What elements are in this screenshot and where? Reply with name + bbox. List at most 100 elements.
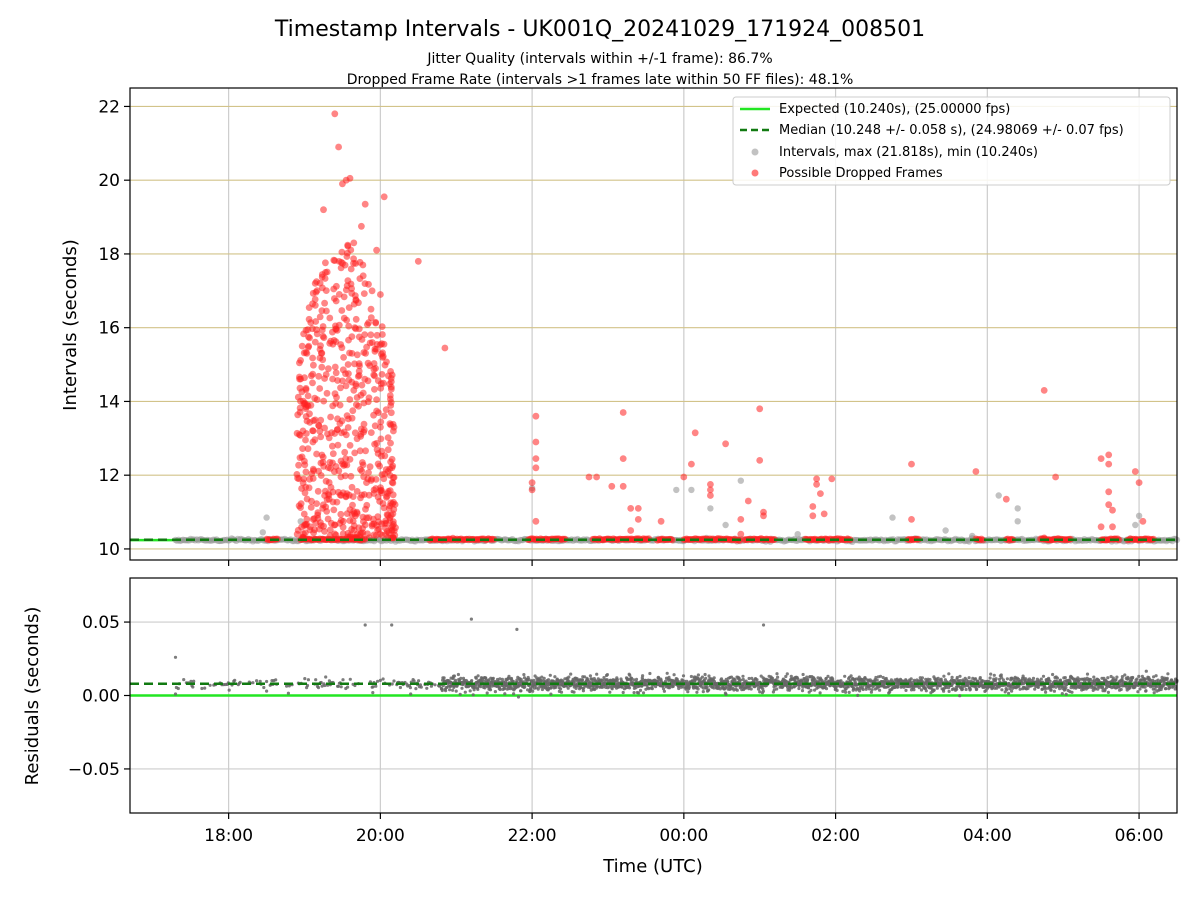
dropped-frame-point xyxy=(305,342,313,350)
dropped-frame-point xyxy=(371,345,379,353)
residual-point xyxy=(600,678,604,683)
dropped-frame-point xyxy=(329,402,337,410)
residual-point xyxy=(238,680,242,685)
dropped-frame-point xyxy=(385,372,392,380)
residual-point xyxy=(1115,675,1119,679)
dropped-frame-point xyxy=(1109,523,1116,531)
dropped-frame-point xyxy=(311,394,319,402)
residual-point xyxy=(1041,674,1046,678)
legend-expected-label: Expected (10.240s), (25.00000 fps) xyxy=(779,102,1010,117)
residual-point xyxy=(1152,675,1156,679)
residual-point xyxy=(1063,676,1067,680)
residual-point xyxy=(1058,687,1062,691)
dropped-frame-point xyxy=(321,299,328,307)
residual-point xyxy=(320,684,324,688)
residual-point xyxy=(191,685,195,689)
dropped-frame-point xyxy=(341,448,349,456)
residual-point xyxy=(967,676,971,680)
dropped-frame-point xyxy=(376,498,383,505)
residual-point xyxy=(664,679,668,683)
dropped-frame-point xyxy=(378,371,386,378)
dropped-frame-point xyxy=(345,370,352,378)
dropped-frame-point xyxy=(323,307,330,315)
residual-point xyxy=(672,673,676,677)
residual-point xyxy=(668,686,672,690)
residual-point xyxy=(665,671,669,675)
residual-point xyxy=(303,677,307,681)
dropped-frame-point xyxy=(744,497,752,505)
residual-point xyxy=(947,689,951,694)
residual-point xyxy=(274,678,278,682)
residual-point xyxy=(1106,676,1110,680)
residual-point xyxy=(843,674,847,678)
dropped-frame-point xyxy=(387,395,394,403)
dropped-frame-point xyxy=(337,473,345,481)
residual-point xyxy=(1144,669,1148,673)
residual-point xyxy=(755,678,759,682)
residual-point xyxy=(381,677,385,681)
dropped-frame-point xyxy=(317,416,325,424)
dropped-frame-point xyxy=(302,483,310,491)
residual-point xyxy=(695,690,699,694)
residual-point xyxy=(323,683,327,688)
dropped-frame-point xyxy=(377,423,384,431)
dropped-frame-point xyxy=(355,360,363,367)
dropped-frame-point xyxy=(365,491,373,499)
residual-point xyxy=(797,686,801,691)
residual-point xyxy=(200,686,204,691)
residual-point xyxy=(826,674,830,679)
dropped-frame-point xyxy=(344,242,352,250)
dropped-frame-point xyxy=(316,313,324,321)
residual-point xyxy=(1088,677,1093,682)
dropped-frame-point xyxy=(309,370,317,378)
interval-point xyxy=(942,527,949,534)
interval-point xyxy=(673,486,680,494)
residual-point xyxy=(626,677,630,682)
residual-point xyxy=(861,684,865,688)
dropped-frame-point xyxy=(349,493,357,500)
residual-point xyxy=(444,689,448,693)
dropped-frame-point xyxy=(373,331,381,339)
residual-point xyxy=(841,689,845,694)
x-tick-label: 02:00 xyxy=(811,826,860,846)
residual-point xyxy=(542,676,546,680)
dropped-frame-point xyxy=(334,441,342,449)
dropped-frame-point xyxy=(634,505,642,512)
residual-point xyxy=(1154,685,1158,689)
dropped-frame-point xyxy=(320,206,327,214)
residual-point xyxy=(378,678,382,683)
residual-point xyxy=(867,687,871,691)
residual-point xyxy=(671,684,675,689)
dropped-frame-point xyxy=(368,287,376,295)
residual-point xyxy=(583,675,587,679)
residual-point xyxy=(677,686,681,691)
residual-point xyxy=(1086,685,1090,689)
residual-point xyxy=(712,676,716,680)
residual-point xyxy=(516,695,521,699)
residual-point xyxy=(973,677,978,681)
residual-point xyxy=(572,690,576,694)
residual-point xyxy=(553,675,557,679)
dropped-frame-point xyxy=(340,314,348,322)
residual-point xyxy=(703,672,707,677)
residual-point xyxy=(1044,690,1048,694)
interval-point xyxy=(1135,512,1143,519)
dropped-frame-point xyxy=(301,461,309,469)
dropped-frame-point xyxy=(329,442,336,450)
dropped-frame-point xyxy=(321,424,328,432)
residual-point xyxy=(739,678,743,682)
residual-point xyxy=(964,687,968,692)
residual-point xyxy=(958,674,962,678)
residual-point xyxy=(704,676,708,680)
residual-point xyxy=(265,679,269,684)
dropped-frame-point xyxy=(691,429,699,437)
residual-point xyxy=(1049,688,1053,692)
dropped-frame-point xyxy=(365,319,372,327)
dropped-frame-point xyxy=(303,520,310,528)
residual-point xyxy=(595,684,600,689)
dropped-frame-point xyxy=(1040,387,1048,394)
residual-point xyxy=(569,672,573,676)
residual-point xyxy=(192,679,196,683)
residual-point xyxy=(448,688,452,692)
top-y-tick-label: 18 xyxy=(98,245,120,265)
